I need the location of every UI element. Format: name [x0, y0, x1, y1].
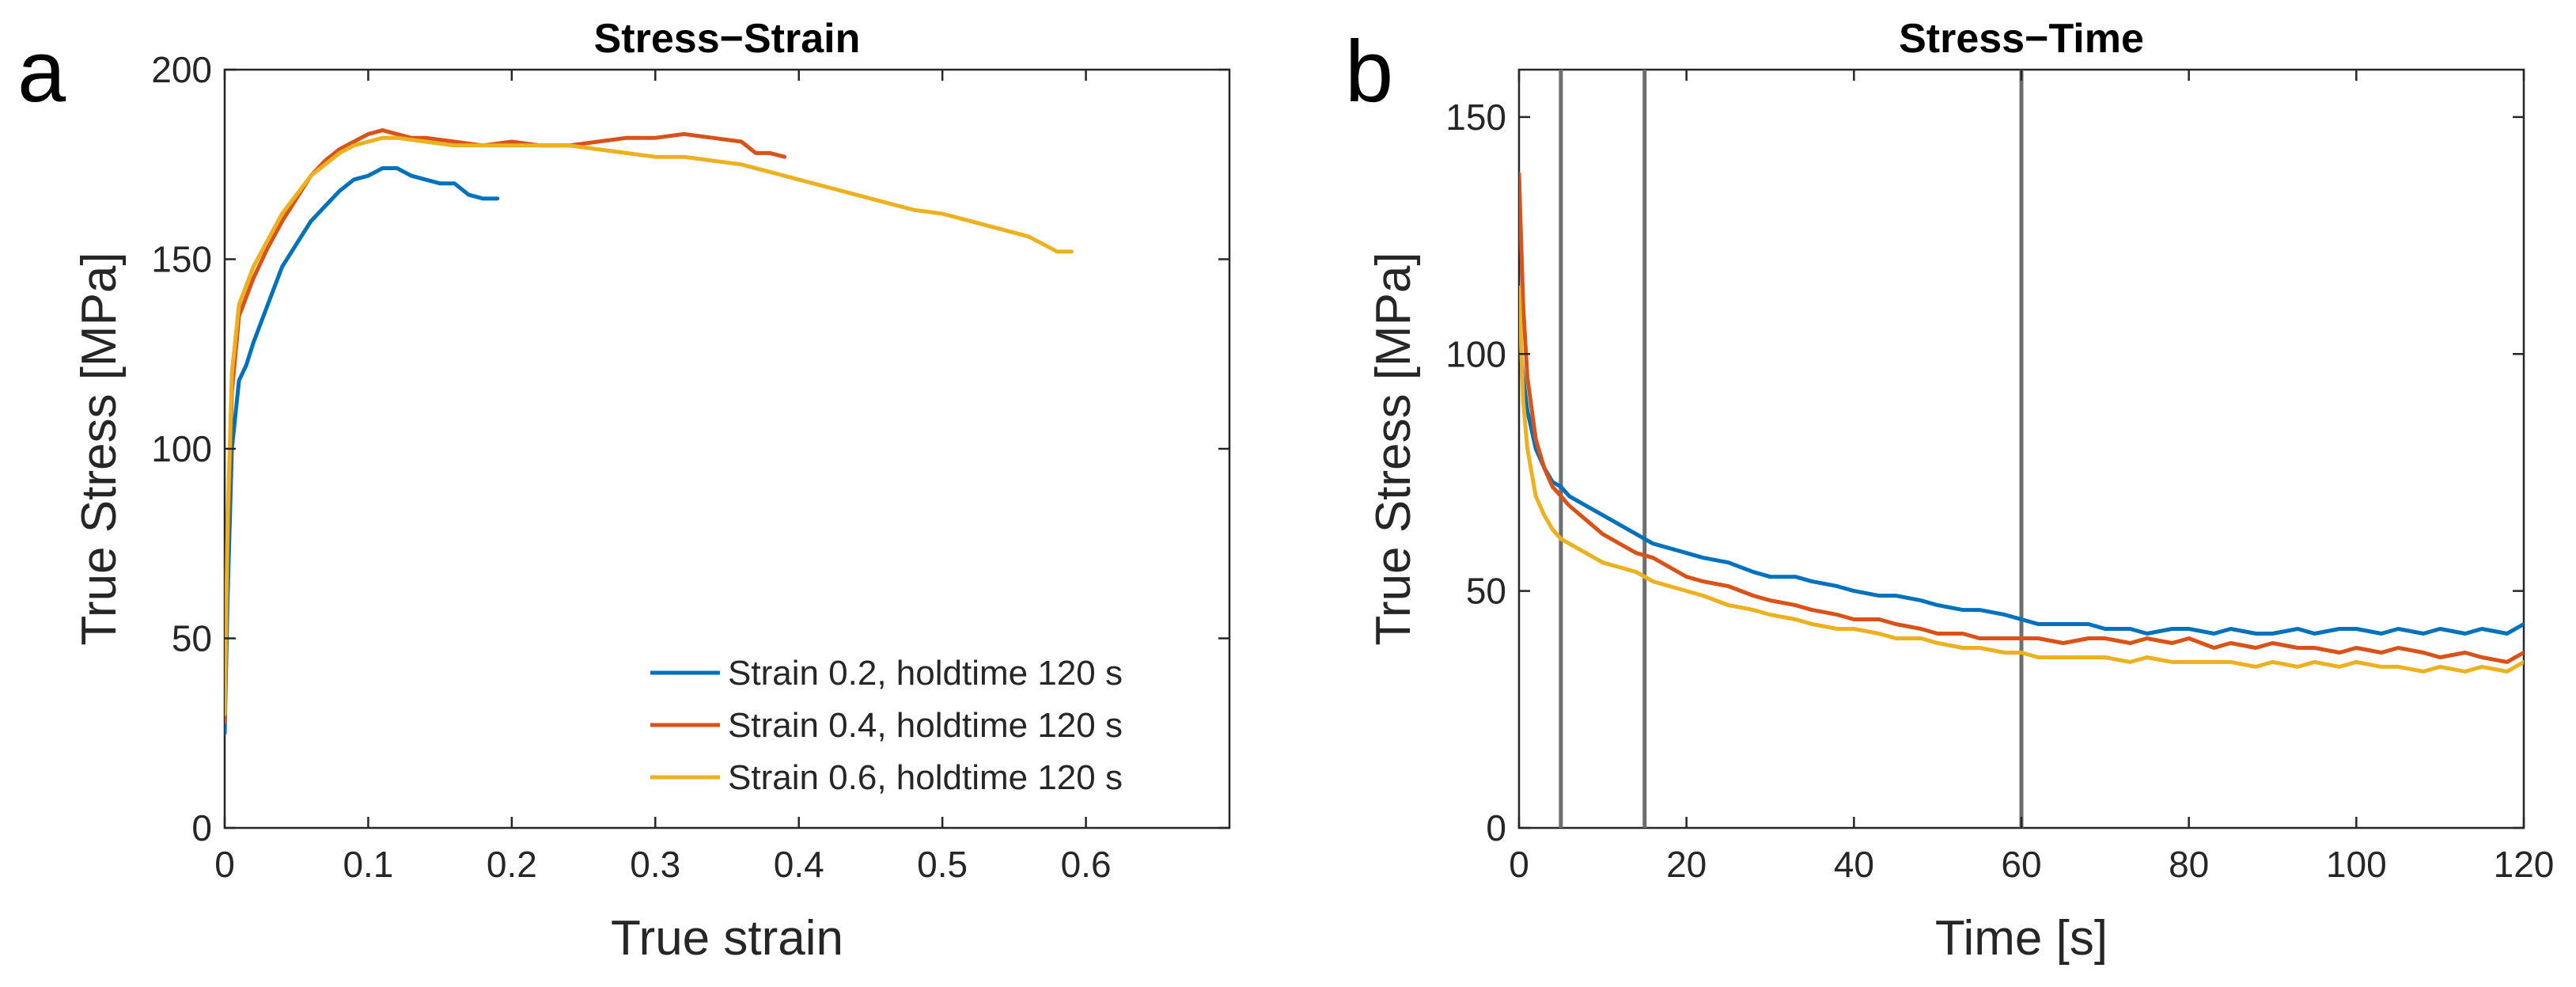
legend-label-3: Strain 0.6, holdtime 120 s: [728, 758, 1123, 797]
x-tick-label: 40: [1834, 844, 1874, 885]
series-line-3: [1519, 285, 2524, 674]
series-group: [1519, 172, 2524, 674]
series-line-3: [225, 135, 1074, 716]
x-tick-label: 20: [1666, 844, 1707, 885]
y-tick-label: 150: [151, 239, 212, 280]
series-group: [225, 128, 1074, 735]
x-tick-label: 0: [1509, 844, 1529, 885]
x-tick-label: 80: [2169, 844, 2209, 885]
x-tick-label: 0.3: [630, 844, 680, 885]
legend-label-1: Strain 0.2, holdtime 120 s: [728, 654, 1123, 693]
y-tick-label: 50: [1466, 571, 1506, 612]
legend-label-2: Strain 0.4, holdtime 120 s: [728, 706, 1123, 745]
x-axis-label: Time [s]: [1935, 911, 2108, 966]
x-axis-label: True strain: [611, 911, 843, 966]
chart-title: Stress−Time: [1899, 16, 2144, 62]
panel-letter-a: a: [17, 23, 66, 120]
x-tick-label: 0.5: [917, 844, 968, 885]
stress-time-chart: 0 20 40 60 80 100 120 0 50 100 150 Stress−Time Time …: [1366, 16, 2554, 966]
series-line-1: [1519, 328, 2524, 636]
panel-letter-b: b: [1345, 23, 1393, 120]
x-tick-label: 0.4: [774, 844, 824, 885]
legend: Strain 0.2, holdtime 120 s Strain 0.4, ho…: [650, 654, 1123, 797]
x-tick-label: 0.6: [1061, 844, 1112, 885]
x-tick-label: 60: [2001, 844, 2041, 885]
y-tick-label: 150: [1445, 97, 1506, 138]
stress-strain-chart: 0 0.1 0.2 0.3 0.4 0.5 0.6 0 50 100 150 200 Stress−St…: [72, 16, 1231, 966]
y-tick-label: 0: [1486, 807, 1506, 848]
y-axis-label: True Stress [MPa]: [1366, 252, 1421, 645]
series-line-2: [225, 128, 787, 724]
y-tick-label: 200: [151, 49, 212, 90]
series-line-1: [225, 166, 500, 735]
y-tick-label: 50: [172, 618, 212, 659]
y-tick-label: 100: [1445, 333, 1506, 374]
y-tick-label: 100: [151, 428, 212, 469]
series-line-2: [1519, 172, 2524, 664]
y-axis-label: True Stress [MPa]: [72, 252, 127, 645]
chart-title: Stress−Strain: [594, 16, 861, 62]
x-tick-label: 120: [2494, 844, 2555, 885]
x-tick-label: 0.1: [343, 844, 393, 885]
x-tick-label: 100: [2326, 844, 2387, 885]
y-tick-label: 0: [191, 807, 212, 848]
x-tick-label: 0.2: [487, 844, 537, 885]
x-tick-label: 0: [214, 844, 235, 885]
